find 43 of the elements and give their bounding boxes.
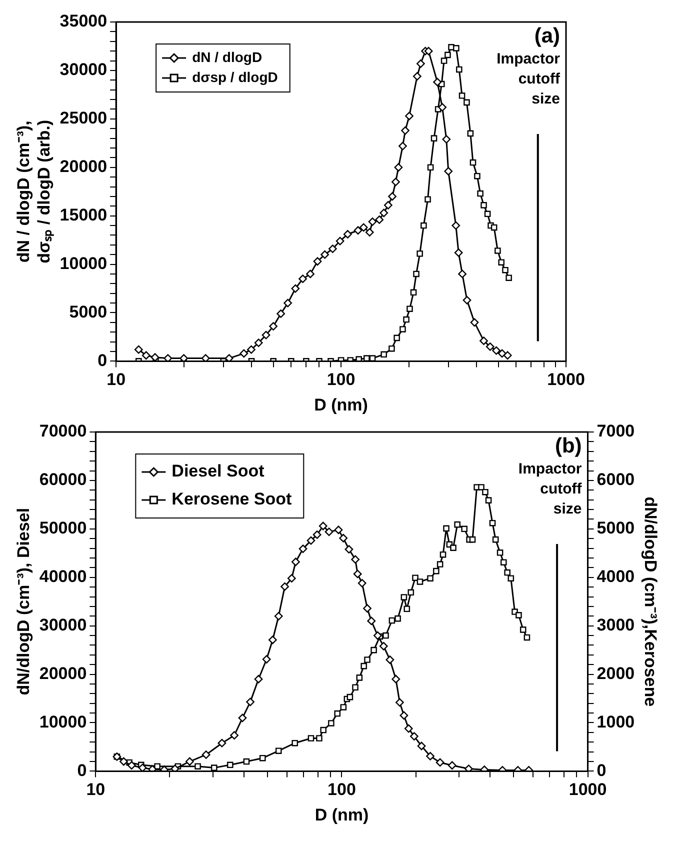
- legend-label: Kerosene Soot: [172, 490, 292, 509]
- y-axis-title: dN / dlogD (cm⁻³), dσₛₚ / dlogD (arb.): [14, 120, 54, 264]
- annotation: (a): [534, 24, 560, 48]
- y-tick-label: 10000: [39, 712, 87, 732]
- y-tick-label: 40000: [39, 567, 87, 586]
- y-axis-title: dN/dlogD (cm⁻³), Diesel: [14, 508, 33, 696]
- x-tick-label: 10: [86, 780, 106, 800]
- y-tick-label: 60000: [39, 470, 87, 490]
- y2-tick-label: 2000: [596, 664, 635, 683]
- x-tick-label: 10: [106, 370, 126, 390]
- y-tick-label: 5000: [69, 302, 108, 322]
- y-tick-label: 30000: [60, 60, 108, 80]
- legend-label: dN / dlogD: [192, 48, 262, 65]
- annotation: (b): [554, 434, 582, 458]
- x-tick-label: 100: [326, 370, 356, 390]
- y2-tick-label: 5000: [596, 518, 635, 538]
- legend-label: Diesel Soot: [172, 462, 265, 481]
- y2-tick-label: 1000: [596, 712, 635, 732]
- y-tick-label: 50000: [39, 518, 87, 538]
- y2-tick-label: 0: [596, 760, 606, 780]
- legend-label: dσsp / dlogD: [192, 68, 278, 85]
- y-tick-label: 20000: [60, 157, 108, 176]
- x-tick-label: 100: [328, 780, 356, 800]
- x-axis-title: D (nm): [314, 395, 368, 414]
- y2-tick-label: 6000: [596, 470, 635, 490]
- y-tick-label: 20000: [39, 664, 87, 683]
- y2-axis-title: dN/dlogD (cm⁻³),Kerosene: [641, 496, 660, 707]
- y-tick-label: 15000: [60, 206, 108, 225]
- ref-line-label: Impactor cutoff size: [496, 50, 561, 108]
- x-tick-label: 1000: [547, 370, 585, 390]
- y-tick-label: 35000: [60, 12, 108, 31]
- x-axis-title: D (nm): [314, 805, 369, 824]
- y-tick-label: 0: [77, 760, 87, 780]
- y-tick-label: 70000: [39, 422, 87, 441]
- y-tick-label: 25000: [60, 108, 108, 128]
- y2-tick-label: 3000: [596, 616, 635, 635]
- y-tick-label: 10000: [60, 254, 108, 273]
- y-tick-label: 30000: [39, 616, 87, 635]
- y2-tick-label: 4000: [596, 567, 635, 586]
- y2-tick-label: 7000: [596, 422, 635, 441]
- x-tick-label: 1000: [568, 780, 607, 800]
- ref-line-label: Impactor cutoff size: [518, 460, 583, 518]
- y-tick-label: 0: [98, 350, 108, 370]
